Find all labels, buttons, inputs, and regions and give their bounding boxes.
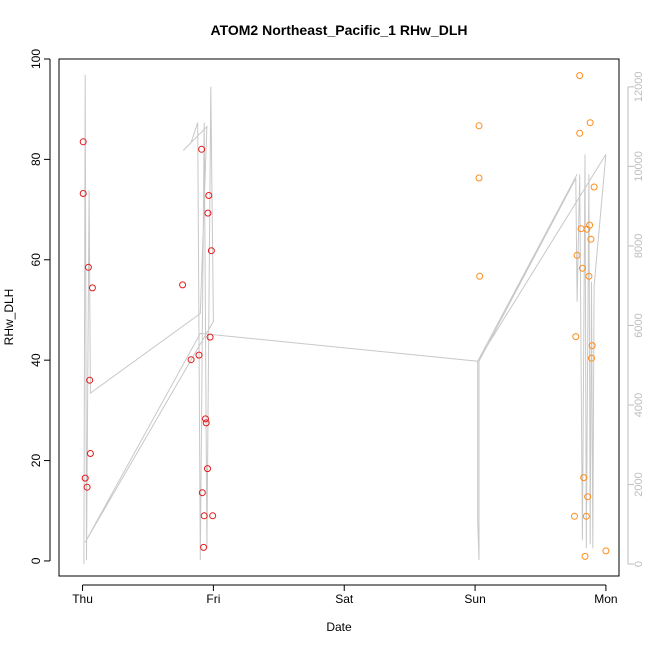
data-point-series-1 [209, 512, 217, 520]
x-axis-tick-label: Mon [594, 592, 617, 606]
data-point-series-2 [571, 512, 578, 520]
data-point-series-1 [206, 333, 214, 341]
left-axis-tick-label: 20 [29, 454, 43, 468]
data-point-series-2 [475, 122, 483, 130]
data-point-series-2 [588, 342, 596, 350]
data-point-series-2 [590, 183, 598, 191]
data-point-series-2 [475, 174, 483, 182]
x-axis-tick-label: Thu [72, 592, 93, 606]
data-point-series-1 [84, 263, 92, 271]
data-point-series-1 [88, 284, 96, 292]
data-point-series-1 [200, 543, 208, 551]
left-axis-tick-label: 100 [29, 49, 43, 69]
data-point-series-2 [582, 512, 590, 520]
data-point-series-1 [81, 474, 89, 482]
data-point-series-1 [187, 356, 195, 364]
data-point-series-1 [202, 415, 209, 423]
data-point-series-2 [586, 221, 594, 229]
data-point-series-2 [581, 552, 589, 560]
data-point-series-2 [602, 547, 610, 555]
right-axis-tick-label: 4000 [633, 393, 645, 417]
left-y-axis: 0 20 40 60 80 100 [29, 49, 51, 564]
data-point-series-1 [200, 512, 208, 520]
data-point-series-2 [476, 272, 484, 280]
right-axis-tick-label: 8000 [633, 234, 645, 258]
altitude-line [83, 74, 607, 565]
chart-title: ATOM2 Northeast_Pacific_1 RHw_DLH [211, 22, 468, 38]
data-point-series-2 [572, 333, 580, 341]
data-point-series-1 [86, 376, 94, 384]
data-point-series-1 [198, 145, 206, 153]
data-point-series-1 [195, 351, 203, 359]
x-axis-tick-label: Sun [464, 592, 485, 606]
data-point-series-1 [86, 450, 94, 457]
data-point-series-2 [576, 72, 584, 80]
data-point-series-1 [198, 489, 206, 497]
data-point-series-2 [576, 129, 584, 137]
data-point-series-2 [586, 119, 594, 127]
x-axis: Thu Fri Sat Sun Mon [72, 584, 618, 606]
right-axis-tick-label: 6000 [633, 313, 645, 337]
data-point-series-1 [204, 209, 212, 217]
x-axis-label: Date [326, 620, 352, 634]
data-point-series-1 [205, 192, 213, 199]
left-axis-tick-label: 0 [29, 557, 43, 564]
data-point-series-1 [79, 190, 87, 197]
y-axis-label: RHw_DLH [2, 289, 16, 346]
left-axis-tick-label: 60 [29, 253, 43, 267]
data-points-layer [79, 72, 610, 560]
data-point-series-2 [585, 272, 593, 280]
altitude-track-layer [83, 74, 607, 565]
right-axis-tick-label: 10000 [633, 151, 645, 182]
data-point-series-2 [578, 264, 586, 272]
right-axis-tick-label: 0 [633, 561, 645, 567]
data-point-series-1 [207, 247, 215, 255]
data-point-series-1 [202, 419, 210, 427]
data-point-series-2 [580, 474, 588, 482]
x-axis-tick-label: Fri [206, 592, 220, 606]
right-axis-tick-label: 12000 [633, 72, 645, 103]
right-y-axis: 0 2000 4000 6000 8000 10000 12000 [627, 72, 645, 567]
data-point-series-2 [573, 251, 581, 259]
data-point-series-1 [204, 465, 211, 473]
data-point-series-2 [588, 354, 595, 362]
data-point-series-2 [584, 493, 592, 501]
left-axis-tick-label: 40 [29, 353, 43, 367]
left-axis-tick-label: 80 [29, 152, 43, 166]
plot-frame [58, 58, 620, 577]
data-point-series-1 [179, 281, 187, 289]
right-axis-tick-label: 2000 [633, 472, 645, 496]
x-axis-tick-label: Sat [335, 592, 354, 606]
data-point-series-1 [83, 483, 91, 491]
data-point-series-1 [79, 138, 87, 146]
data-point-series-2 [587, 235, 595, 243]
